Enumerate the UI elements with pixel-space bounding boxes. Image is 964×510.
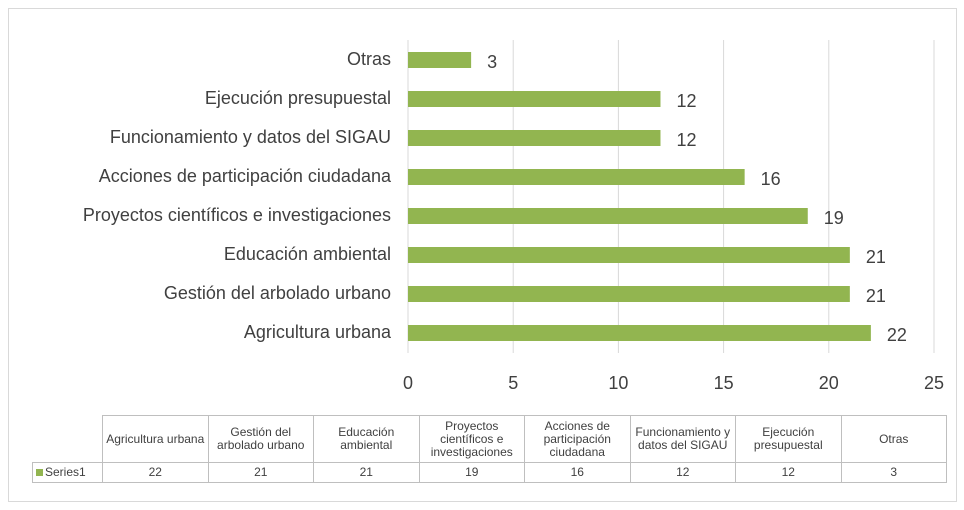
bar bbox=[408, 169, 745, 185]
y-tick-label: Gestión del arbolado urbano bbox=[164, 283, 391, 303]
x-tick-label: 5 bbox=[508, 373, 518, 393]
bar bbox=[408, 208, 808, 224]
y-tick-label: Funcionamiento y datos del SIGAU bbox=[110, 127, 391, 147]
legend-label: Series1 bbox=[45, 465, 86, 479]
bar bbox=[408, 52, 472, 68]
data-label: 22 bbox=[887, 325, 907, 345]
table-header: Agricultura urbana bbox=[102, 415, 209, 463]
table-value: 12 bbox=[735, 462, 842, 483]
x-tick-label: 25 bbox=[924, 373, 944, 393]
data-label: 12 bbox=[676, 130, 696, 150]
data-label: 19 bbox=[824, 208, 844, 228]
chart-frame bbox=[8, 8, 957, 502]
table-value: 16 bbox=[524, 462, 631, 483]
table-header: Educación ambiental bbox=[313, 415, 420, 463]
y-tick-label: Ejecución presupuestal bbox=[205, 88, 391, 108]
x-tick-label: 15 bbox=[714, 373, 734, 393]
y-tick-label: Agricultura urbana bbox=[244, 322, 392, 342]
table-header: Ejecución presupuestal bbox=[735, 415, 842, 463]
legend-swatch bbox=[36, 469, 43, 476]
table-value: 22 bbox=[102, 462, 209, 483]
y-tick-label: Otras bbox=[347, 49, 391, 69]
table-header: Funcionamiento y datos del SIGAU bbox=[629, 415, 736, 463]
table-value: 19 bbox=[418, 462, 525, 483]
table-value: 3 bbox=[840, 462, 947, 483]
x-tick-label: 0 bbox=[403, 373, 413, 393]
y-tick-label: Acciones de participación ciudadana bbox=[99, 166, 392, 186]
y-tick-label: Educación ambiental bbox=[224, 244, 391, 264]
data-label: 21 bbox=[866, 247, 886, 267]
table-series: Series1 bbox=[32, 462, 103, 483]
bar bbox=[408, 130, 661, 146]
y-tick-label: Proyectos científicos e investigaciones bbox=[83, 205, 391, 225]
table-header: Otras bbox=[840, 415, 947, 463]
data-label: 3 bbox=[487, 52, 497, 72]
table-header: Proyectos científicos e investigaciones bbox=[418, 415, 525, 463]
data-label: 21 bbox=[866, 286, 886, 306]
bar bbox=[408, 325, 871, 341]
bar bbox=[408, 91, 661, 107]
bar bbox=[408, 286, 850, 302]
bar bbox=[408, 247, 850, 263]
table-header: Gestión del arbolado urbano bbox=[207, 415, 314, 463]
data-label: 12 bbox=[676, 91, 696, 111]
x-tick-label: 20 bbox=[819, 373, 839, 393]
table-value: 21 bbox=[207, 462, 314, 483]
table-header: Acciones de participación ciudadana bbox=[524, 415, 631, 463]
x-tick-label: 10 bbox=[608, 373, 628, 393]
data-label: 16 bbox=[761, 169, 781, 189]
table-value: 12 bbox=[629, 462, 736, 483]
table-value: 21 bbox=[313, 462, 420, 483]
